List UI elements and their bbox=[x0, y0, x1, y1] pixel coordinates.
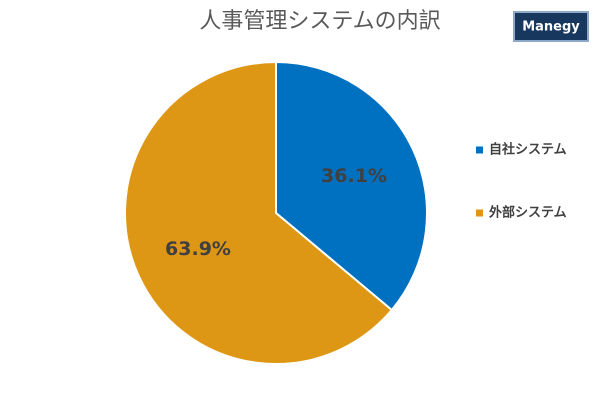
legend-label: 外部システム bbox=[488, 205, 567, 221]
legend-swatch bbox=[476, 146, 483, 154]
logo-box bbox=[513, 11, 589, 42]
legend-label: 自社システム bbox=[489, 142, 567, 158]
value-label: 63.9% bbox=[165, 238, 231, 260]
legend-swatch bbox=[476, 209, 483, 217]
pie-slice bbox=[124, 60, 394, 365]
value-label: 36.1% bbox=[321, 165, 387, 187]
pie-slice bbox=[275, 60, 428, 312]
chart-title: 人事管理システムの内訳 bbox=[199, 9, 440, 34]
logo: Manegy bbox=[522, 20, 580, 35]
